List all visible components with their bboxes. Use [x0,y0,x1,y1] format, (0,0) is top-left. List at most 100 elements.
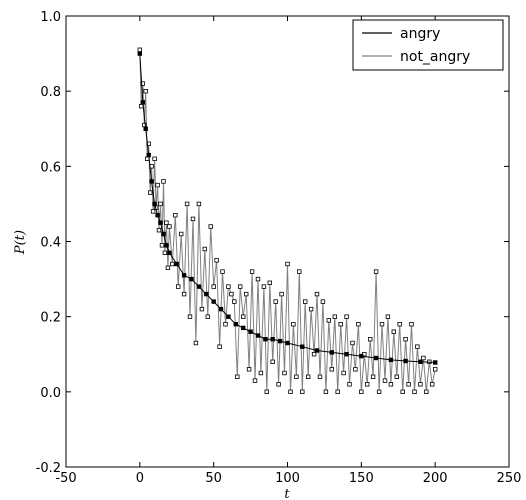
data-point-angry [143,126,148,131]
data-point-not-angry [258,370,264,376]
data-point-not-angry [143,89,148,94]
data-point-not-angry [170,261,175,267]
data-point-not-angry [137,47,142,52]
data-point-not-angry [220,269,225,274]
data-point-not-angry [249,269,255,274]
data-point-not-angry [385,314,391,319]
data-point-not-angry [376,389,382,394]
data-point-angry [432,360,438,365]
data-point-not-angry [208,224,213,229]
data-point-not-angry [255,276,261,282]
data-point-not-angry [338,321,343,327]
data-point-angry [149,179,154,184]
data-point-angry [277,338,283,344]
data-point-not-angry [391,329,396,334]
data-point-angry [403,358,408,364]
y-tick-label: 0.2 [40,311,61,326]
data-point-not-angry [252,378,258,383]
data-point-angry [152,201,157,207]
data-point-angry [314,348,320,353]
data-point-not-angry [424,389,429,394]
data-point-not-angry [178,231,184,237]
data-point-not-angry [187,314,193,319]
legend: angry not_angry [352,19,504,71]
data-point-not-angry [159,243,165,248]
data-point-not-angry [302,299,308,304]
data-point-angry [373,355,379,361]
data-point-not-angry [305,374,311,379]
data-point-not-angry [196,201,202,207]
plot-area [66,16,509,467]
data-point-not-angry [409,321,414,327]
data-point-not-angry [403,336,408,342]
data-point-angry [240,325,246,331]
data-point-not-angry [246,367,252,372]
data-point-not-angry [147,190,153,195]
data-point-not-angry [217,344,222,349]
data-point-not-angry [400,389,405,394]
data-point-not-angry [432,367,438,372]
data-point-not-angry [226,284,231,289]
data-point-angry [218,306,224,312]
data-point-not-angry [332,314,337,319]
data-point-angry [263,336,268,342]
data-point-not-angry [367,336,373,342]
y-tick-label: 0.4 [40,236,61,251]
data-point-not-angry [356,321,361,327]
data-point-not-angry [264,389,269,394]
data-point-not-angry [421,355,426,361]
series-not-angry [137,47,438,394]
data-point-angry [204,291,209,297]
data-point-not-angry [173,212,178,218]
data-point-not-angry [162,250,168,255]
y-tick-label: 0.0 [40,386,61,401]
data-point-angry [140,100,145,105]
y-tick-label: 0.6 [40,160,61,175]
data-point-angry [174,261,179,267]
data-point-angry [158,220,163,225]
data-point-angry [137,51,142,56]
x-tick-label: 250 [497,471,522,486]
data-point-not-angry [347,382,352,387]
data-point-not-angry [350,340,355,346]
data-point-not-angry [144,156,150,161]
data-point-not-angry [243,291,249,297]
data-point-not-angry [223,321,228,327]
data-point-not-angry [237,284,243,289]
data-point-not-angry [364,382,370,387]
data-point-not-angry [211,284,216,289]
data-point-not-angry [288,389,293,394]
x-tick-label: 150 [349,471,374,486]
data-point-not-angry [276,382,281,387]
data-point-not-angry [150,209,156,214]
data-point-angry [196,284,202,289]
data-point-not-angry [329,367,334,372]
data-point-angry [155,212,160,218]
x-tick-label: 100 [275,471,300,486]
data-point-not-angry [291,321,296,327]
y-axis-label: P(t) [13,230,28,255]
data-point-not-angry [323,389,329,394]
data-point-angry [248,329,253,334]
data-point-not-angry [429,382,435,387]
data-point-not-angry [193,340,199,346]
data-point-not-angry [164,220,169,225]
data-point-not-angry [300,389,305,394]
data-point-angry [359,353,364,359]
data-point-angry [329,350,334,355]
data-point-not-angry [418,382,423,387]
data-point-not-angry [297,269,302,274]
data-point-angry [164,243,169,248]
data-point-not-angry [394,374,399,379]
data-point-not-angry [140,81,145,86]
data-point-angry [181,273,187,278]
data-point-not-angry [397,321,402,327]
series-layer [137,47,438,394]
x-tick-label: 0 [136,471,144,486]
data-point-not-angry [373,269,379,274]
data-point-not-angry [205,314,210,319]
plot-frame [65,15,510,468]
data-point-not-angry [139,104,144,109]
data-point-angry [233,321,238,327]
data-point-not-angry [311,351,317,357]
